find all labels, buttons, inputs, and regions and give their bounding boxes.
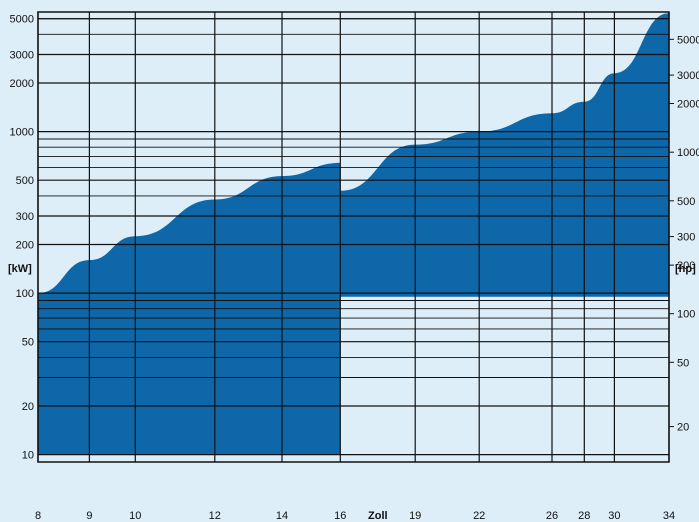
area-series-2 [340,13,669,297]
y-right-tick-label: 500 [677,196,695,208]
y-left-tick-label: 20 [22,401,34,413]
grid-layer [37,11,670,463]
x-tick-label: 10 [129,510,141,522]
y-right-tick-label: 20 [677,422,689,434]
y-left-tick-label: 100 [16,288,34,300]
y-right-tick-label: 5000 [677,34,699,46]
y-right-tick-label: 200 [677,260,695,272]
y-left-tick-label: 10 [22,450,34,462]
x-tick-label: 28 [578,510,590,522]
x-tick-label: 30 [608,510,620,522]
y-left-tick-label: 5000 [10,14,34,26]
y-right-tick-label: 300 [677,232,695,244]
x-tick-label: 9 [86,510,92,522]
x-tick-label: 22 [473,510,485,522]
y-left-tick-label: 50 [22,337,34,349]
x-axis-unit-label: Zoll [368,510,388,522]
y-right-tick-label: 50 [677,357,689,369]
y-left-tick-label: 2000 [10,78,34,90]
y-right-tick-label: 3000 [677,70,699,82]
x-tick-label: 26 [546,510,558,522]
y-left-tick-label: 500 [16,175,34,187]
y-axis-left-unit-label: [kW] [8,263,32,275]
x-tick-label: 16 [334,510,346,522]
y-left-tick-label: 1000 [10,127,34,139]
label-layer: 8 9 10 12 14 16 19 22 26 28 30 34 10 20 50 100 200 300 500… [10,14,699,522]
x-tick-label: 8 [35,510,41,522]
x-tick-label: 12 [209,510,221,522]
x-tick-label: 34 [663,510,675,522]
y-right-tick-label: 100 [677,309,695,321]
y-left-tick-label: 3000 [10,50,34,62]
x-tick-label: 19 [409,510,421,522]
x-tick-label: 14 [276,510,288,522]
y-left-tick-label: 200 [16,240,34,252]
y-right-tick-label: 2000 [677,99,699,111]
y-left-tick-label: 300 [16,211,34,223]
y-axis-right-unit-label: [hp] [675,263,696,275]
y-right-tick-label: 1000 [677,147,699,159]
